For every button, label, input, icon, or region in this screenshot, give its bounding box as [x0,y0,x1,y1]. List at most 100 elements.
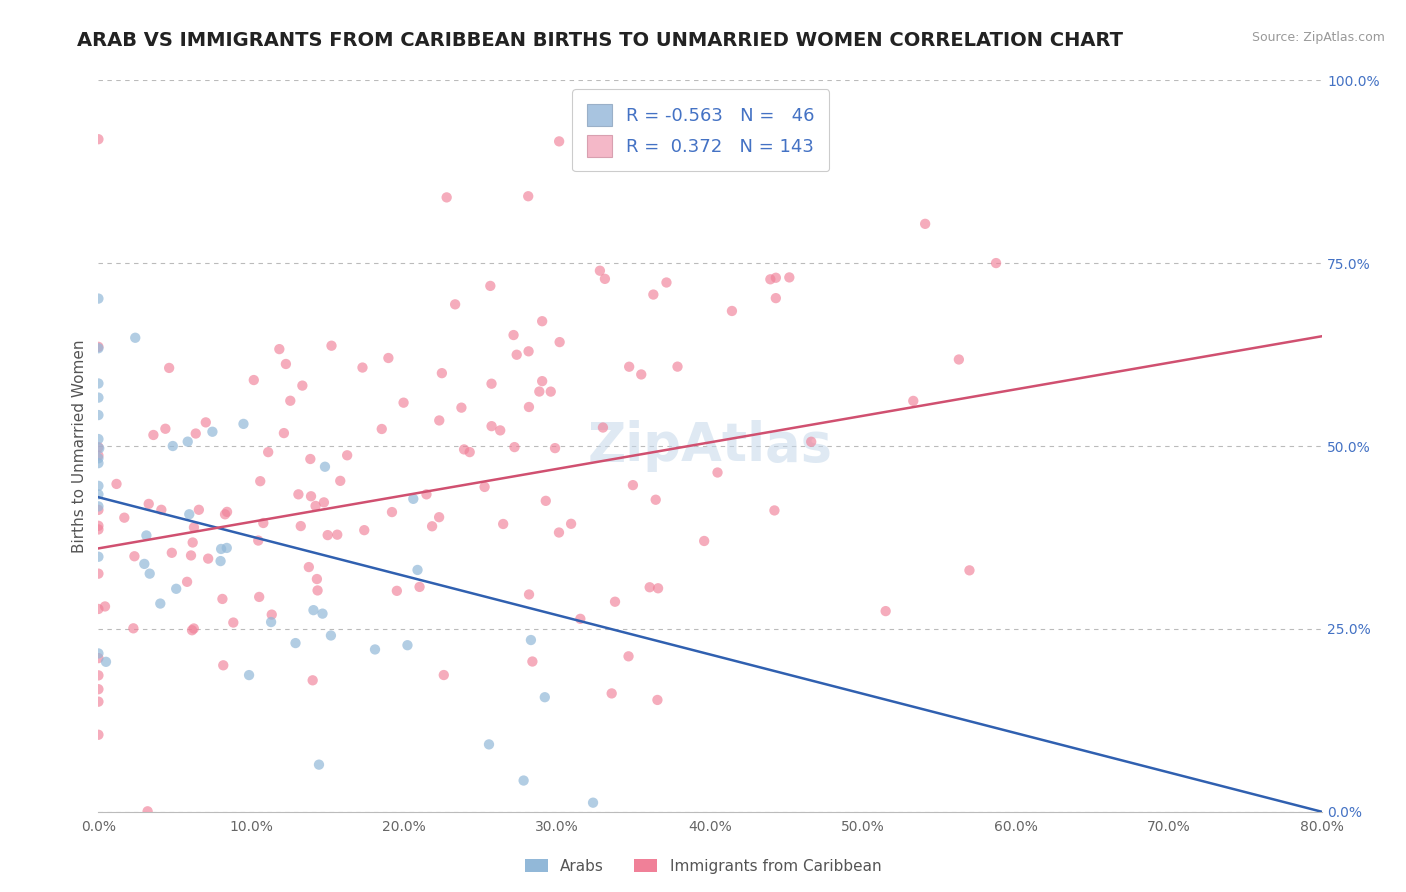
Point [321,339,343,353]
Point [299,452,322,467]
Point [274,357,297,371]
Point [87,566,110,581]
Point [87,500,110,514]
Point [316,528,339,542]
Point [122,621,145,635]
Point [336,448,359,462]
Point [177,434,200,449]
Point [314,459,336,474]
Point [520,633,543,648]
Point [531,314,554,328]
Point [643,287,665,301]
Point [544,441,567,455]
Point [252,516,274,530]
Point [517,344,540,359]
Point [87,340,110,354]
Point [647,582,669,596]
Point [589,263,612,277]
Point [284,636,307,650]
Text: ZipAtlas: ZipAtlas [588,420,832,472]
Point [176,574,198,589]
Point [232,417,254,431]
Point [212,658,235,673]
Point [914,217,936,231]
Point [481,376,503,391]
Point [458,445,481,459]
Point [291,378,314,392]
Point [94,599,117,614]
Point [517,587,540,601]
Point [87,668,110,682]
Point [385,583,408,598]
Point [984,256,1007,270]
Point [502,328,524,343]
Point [201,425,224,439]
Y-axis label: Births to Unmarried Women: Births to Unmarried Women [72,339,87,553]
Point [531,374,554,388]
Point [759,272,782,286]
Point [592,420,614,434]
Point [238,668,260,682]
Point [319,628,342,642]
Point [444,297,467,311]
Point [209,554,232,568]
Point [453,442,475,457]
Point [134,557,156,571]
Point [505,348,527,362]
Point [307,583,329,598]
Point [138,497,160,511]
Point [415,487,437,501]
Point [87,647,110,661]
Point [94,655,117,669]
Point [778,270,800,285]
Point [155,422,177,436]
Point [157,360,180,375]
Point [903,393,925,408]
Point [647,693,669,707]
Point [87,341,110,355]
Point [479,279,502,293]
Point [287,487,309,501]
Point [364,642,387,657]
Point [87,451,110,466]
Point [87,503,110,517]
Point [87,449,110,463]
Point [304,499,326,513]
Point [136,805,159,819]
Point [87,549,110,564]
Point [329,474,352,488]
Point [450,401,472,415]
Point [87,487,110,501]
Point [427,413,450,427]
Text: ARAB VS IMMIGRANTS FROM CARIBBEAN BIRTHS TO UNMARRIED WOMEN CORRELATION CHART: ARAB VS IMMIGRANTS FROM CARIBBEAN BIRTHS… [77,31,1123,50]
Point [630,368,652,382]
Point [278,393,301,408]
Point [87,440,110,454]
Point [408,580,430,594]
Point [87,432,110,446]
Point [87,391,110,405]
Point [87,518,110,533]
Point [481,419,503,434]
Point [959,563,981,577]
Point [181,535,204,549]
Point [187,503,209,517]
Point [430,366,453,380]
Legend: R = -0.563   N =   46, R =  0.372   N = 143: R = -0.563 N = 46, R = 0.372 N = 143 [572,89,830,171]
Point [617,359,640,374]
Point [517,189,540,203]
Point [392,395,415,409]
Point [522,655,544,669]
Point [540,384,562,399]
Point [600,686,623,700]
Point [666,359,689,374]
Point [222,615,245,630]
Point [211,591,233,606]
Point [260,607,283,622]
Point [247,533,270,548]
Point [533,690,555,705]
Point [308,757,330,772]
Point [326,527,349,541]
Point [269,342,291,356]
Point [529,384,551,399]
